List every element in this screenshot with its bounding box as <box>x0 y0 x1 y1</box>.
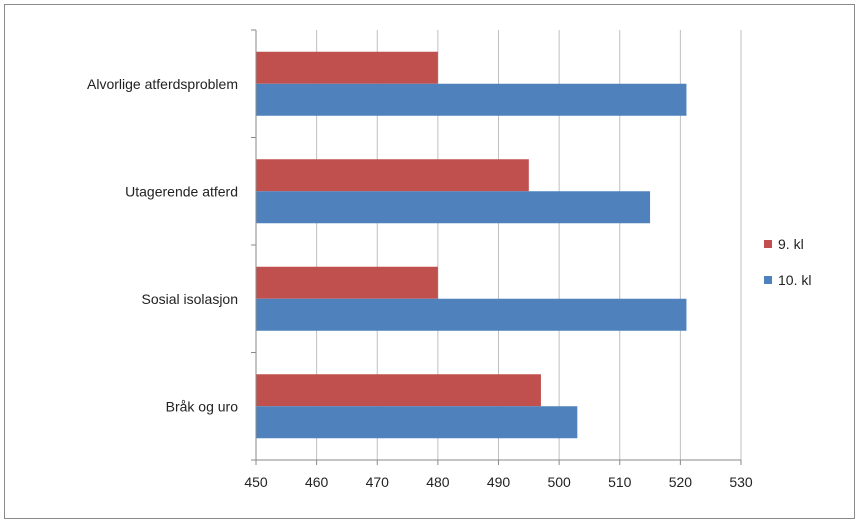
bars <box>256 51 687 439</box>
bar-series-2 <box>256 298 687 331</box>
bar-series-1 <box>256 159 529 192</box>
legend-label: 10. kl <box>778 272 811 288</box>
x-tick-label: 520 <box>669 474 693 490</box>
labels: 450 460 470 480 490 500 510 520 530 Alvorlige atf… <box>87 76 753 490</box>
x-tick-label: 480 <box>426 474 450 490</box>
legend-swatch <box>764 276 772 284</box>
bar-series-1 <box>256 374 541 407</box>
x-tick-label: 470 <box>366 474 390 490</box>
category-label: Sosial isolasjon <box>142 291 239 307</box>
legend: 9. kl 10. kl <box>764 236 811 288</box>
x-tick-label: 500 <box>547 474 571 490</box>
x-tick-label: 460 <box>305 474 329 490</box>
axes <box>251 29 742 465</box>
bar-series-1 <box>256 266 438 299</box>
bar-series-2 <box>256 191 651 224</box>
x-tick-label: 450 <box>244 474 268 490</box>
x-tick-label: 490 <box>487 474 511 490</box>
legend-label: 9. kl <box>778 236 804 252</box>
x-tick-label: 510 <box>608 474 632 490</box>
category-label: Bråk og uro <box>166 398 239 414</box>
x-tick-label: 530 <box>729 474 753 490</box>
bar-series-2 <box>256 83 687 116</box>
bar-series-2 <box>256 406 578 439</box>
category-label: Utagerende atferd <box>125 183 238 199</box>
category-label: Alvorlige atferdsproblem <box>87 76 238 92</box>
legend-swatch <box>764 240 772 248</box>
bar-series-1 <box>256 51 438 84</box>
